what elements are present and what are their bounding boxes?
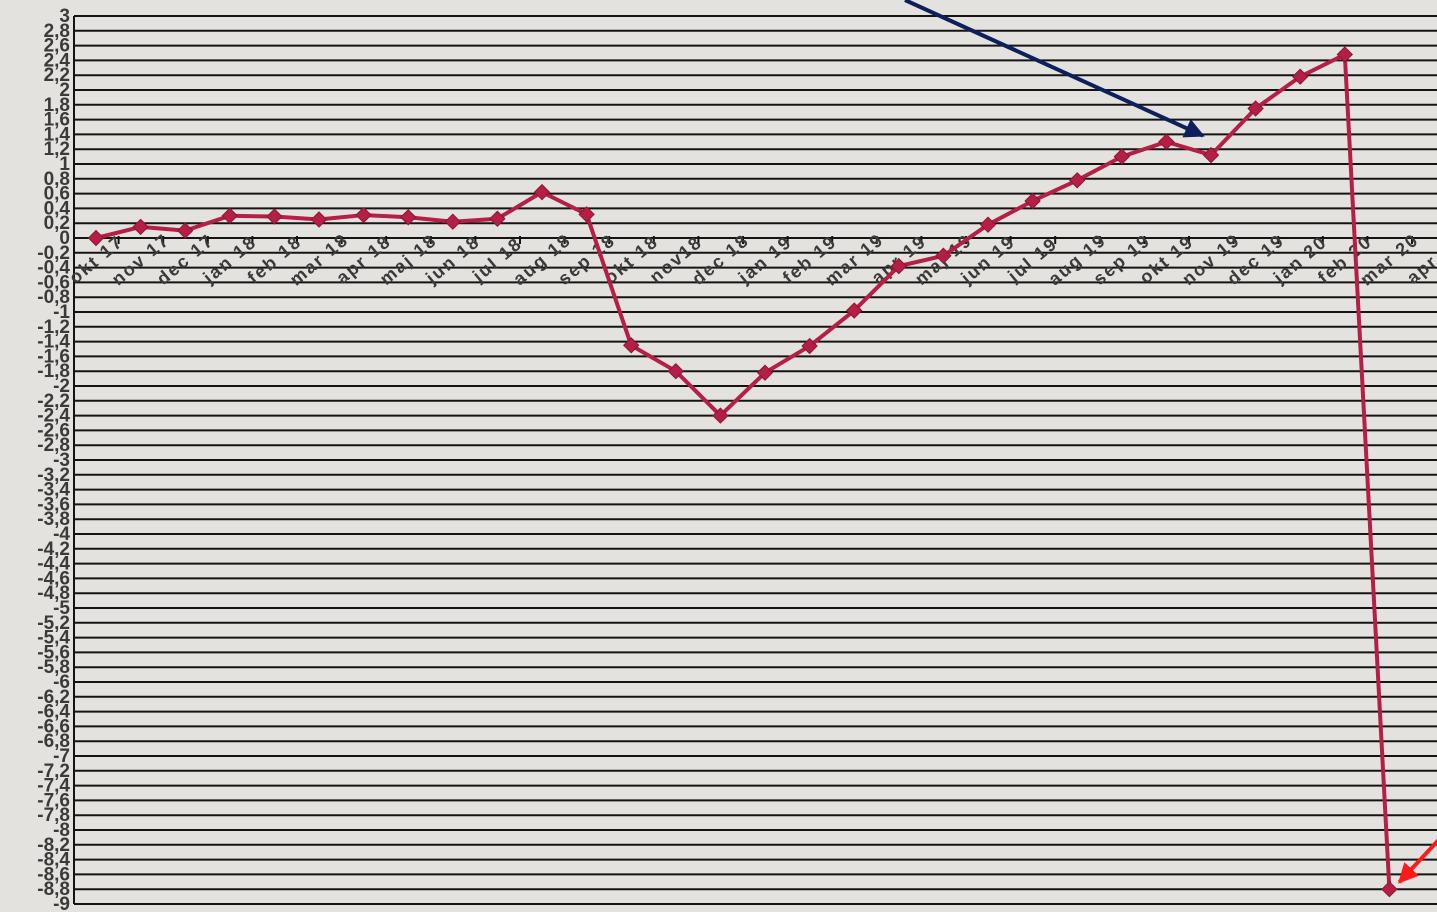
y-tick-label: -9 <box>53 894 70 912</box>
data-point <box>132 218 149 236</box>
y-tick-label: -1,6 <box>37 346 70 367</box>
y-tick-labels: 32,82,62,42,221,81,61,41,210,80,60,40,20… <box>37 6 70 912</box>
y-tick-label: -4,8 <box>37 583 70 604</box>
y-tick-label: -1,8 <box>37 361 70 382</box>
y-tick-label: -3,6 <box>37 494 70 515</box>
y-tick-label: 3 <box>59 6 70 27</box>
data-point <box>176 222 194 239</box>
y-tick-label: 2,4 <box>44 50 71 71</box>
data-point <box>1113 148 1131 165</box>
y-tick-label: -7,8 <box>37 805 70 826</box>
y-tick-label: -8,8 <box>37 879 70 900</box>
data-point <box>801 337 818 355</box>
y-tick-label: -7,2 <box>37 761 70 782</box>
y-tick-label: -2 <box>53 376 70 397</box>
y-tick-label: -7,6 <box>37 790 70 811</box>
y-tick-label: 2,6 <box>44 36 70 57</box>
y-tick-label: -4 <box>53 524 70 545</box>
data-point <box>756 364 774 381</box>
data-point <box>1158 133 1175 151</box>
y-tick-label: -6,6 <box>37 716 70 737</box>
y-tick-label: -5,2 <box>37 613 70 634</box>
annotations <box>904 0 1437 884</box>
data-point <box>890 257 908 275</box>
y-tick-label: -8,6 <box>37 864 70 885</box>
y-tick-label: 0,4 <box>44 198 71 219</box>
data-point <box>87 229 105 247</box>
data-point <box>444 213 462 230</box>
y-tick-label: -4,4 <box>37 554 70 575</box>
y-tick-label: -0,6 <box>37 272 70 293</box>
y-tick-label: -3 <box>53 450 70 471</box>
data-point <box>399 209 417 226</box>
data-point <box>1247 100 1264 117</box>
annotation-arrow <box>1397 838 1437 884</box>
y-tick-label: 1,6 <box>44 110 70 131</box>
data-point <box>1381 880 1398 898</box>
y-tick-label: -6,2 <box>37 687 70 708</box>
y-tick-label: -8 <box>53 820 70 841</box>
y-tick-label: -3,4 <box>37 480 70 501</box>
data-point <box>622 337 640 354</box>
y-tick-label: 1,4 <box>44 124 71 145</box>
data-point <box>935 247 952 264</box>
y-tick-label: -0,8 <box>37 287 70 308</box>
y-tick-label: 0,8 <box>44 169 70 190</box>
y-tick-label: -2,2 <box>37 391 70 412</box>
data-point <box>1336 46 1354 63</box>
y-tick-label: -3,8 <box>37 509 70 530</box>
y-tick-label: -8,4 <box>37 850 70 871</box>
data-point <box>489 210 506 227</box>
y-tick-label: -5 <box>53 598 70 619</box>
y-tick-label: -1,4 <box>37 332 70 353</box>
data-point <box>1068 172 1086 189</box>
data-point <box>1024 192 1041 210</box>
data-point <box>355 206 372 224</box>
series-layer <box>87 46 1398 898</box>
y-tick-label: 0,6 <box>44 184 70 205</box>
data-point <box>533 183 551 201</box>
axes <box>73 16 1413 904</box>
y-tick-label: -4,2 <box>37 539 70 560</box>
y-tick-label: 1,2 <box>44 139 70 160</box>
y-tick-label: 2,8 <box>44 21 70 42</box>
data-point <box>221 207 239 225</box>
y-tick-label: -1,2 <box>37 317 70 338</box>
data-point <box>979 216 997 233</box>
y-tick-label: -8,2 <box>37 835 70 856</box>
y-tick-label: -1 <box>53 302 70 323</box>
y-tick-label: -2,6 <box>37 420 70 441</box>
data-point <box>667 362 685 380</box>
data-point <box>578 206 595 223</box>
y-tick-label: -0,4 <box>37 258 70 279</box>
data-point <box>310 211 328 228</box>
y-tick-label: 2,2 <box>44 65 70 86</box>
y-tick-label: -5,4 <box>37 628 70 649</box>
y-tick-label: -2,4 <box>37 406 70 427</box>
y-tick-label: -5,6 <box>37 642 70 663</box>
data-point <box>845 302 863 319</box>
y-tick-label: -7 <box>53 746 70 767</box>
y-tick-label: -2,8 <box>37 435 70 456</box>
y-tick-label: -0,2 <box>37 243 70 264</box>
data-point <box>266 208 283 225</box>
data-point <box>712 407 729 424</box>
y-tick-label: 1,8 <box>44 95 70 116</box>
y-tick-label: -3,2 <box>37 465 70 486</box>
data-point <box>1291 68 1309 85</box>
gridlines <box>74 15 1437 905</box>
y-tick-label: 0 <box>59 228 70 249</box>
y-tick-label: 1 <box>59 154 70 175</box>
y-tick-label: 0,2 <box>44 213 70 234</box>
y-tick-label: -6,4 <box>37 702 70 723</box>
annotation-arrow <box>904 0 1205 138</box>
y-tick-label: 2 <box>59 80 70 101</box>
y-tick-label: -4,6 <box>37 568 70 589</box>
data-point <box>1202 146 1220 164</box>
y-tick-label: -6 <box>53 672 70 693</box>
y-tick-label: -7,4 <box>37 776 70 797</box>
y-tick-label: -5,8 <box>37 657 70 678</box>
y-tick-label: -6,8 <box>37 731 70 752</box>
